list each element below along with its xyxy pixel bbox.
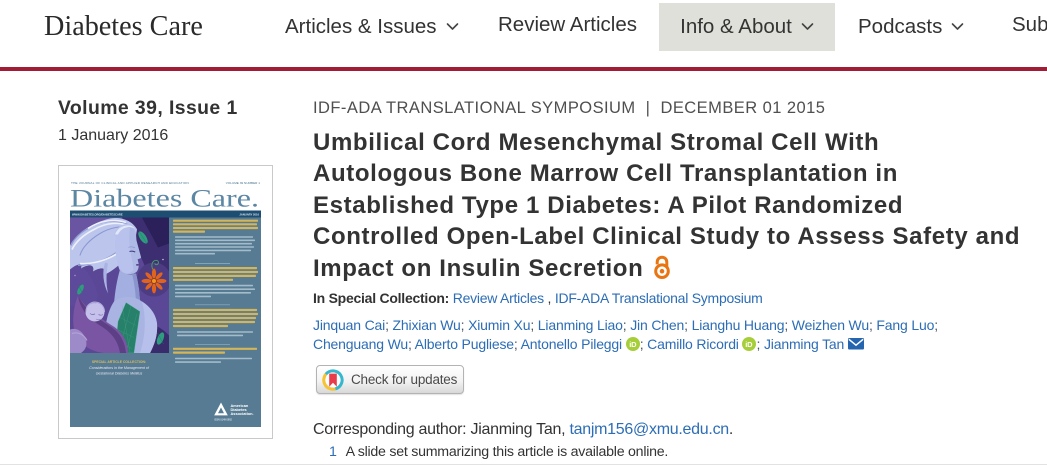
svg-text:Gestational Diabetes Mellitus: Gestational Diabetes Mellitus <box>96 372 143 376</box>
svg-text:VOLUME 39 NUMBER 1: VOLUME 39 NUMBER 1 <box>226 181 260 185</box>
svg-text:Association.: Association. <box>231 411 254 416</box>
svg-text:iD: iD <box>629 340 637 349</box>
svg-text:JANUARY 2016: JANUARY 2016 <box>239 213 259 217</box>
svg-text:Diabetes: Diabetes <box>231 407 247 412</box>
svg-text:American: American <box>231 403 249 408</box>
svg-text:ISSN 0149-5992: ISSN 0149-5992 <box>214 419 232 422</box>
svg-text:iD: iD <box>746 340 754 349</box>
svg-text:Diabetes Care.: Diabetes Care. <box>70 186 259 213</box>
svg-text:SPECIAL ARTICLE COLLECTION:: SPECIAL ARTICLE COLLECTION: <box>92 360 146 364</box>
svg-text:WWW.DIABETES.ORG/DIABETESCARE: WWW.DIABETES.ORG/DIABETESCARE <box>72 213 123 217</box>
svg-text:Considerations in the Manageme: Considerations in the Management of <box>89 366 150 370</box>
svg-text:THE JOURNAL OF CLINICAL AND AP: THE JOURNAL OF CLINICAL AND APPLIED RESE… <box>71 181 189 185</box>
